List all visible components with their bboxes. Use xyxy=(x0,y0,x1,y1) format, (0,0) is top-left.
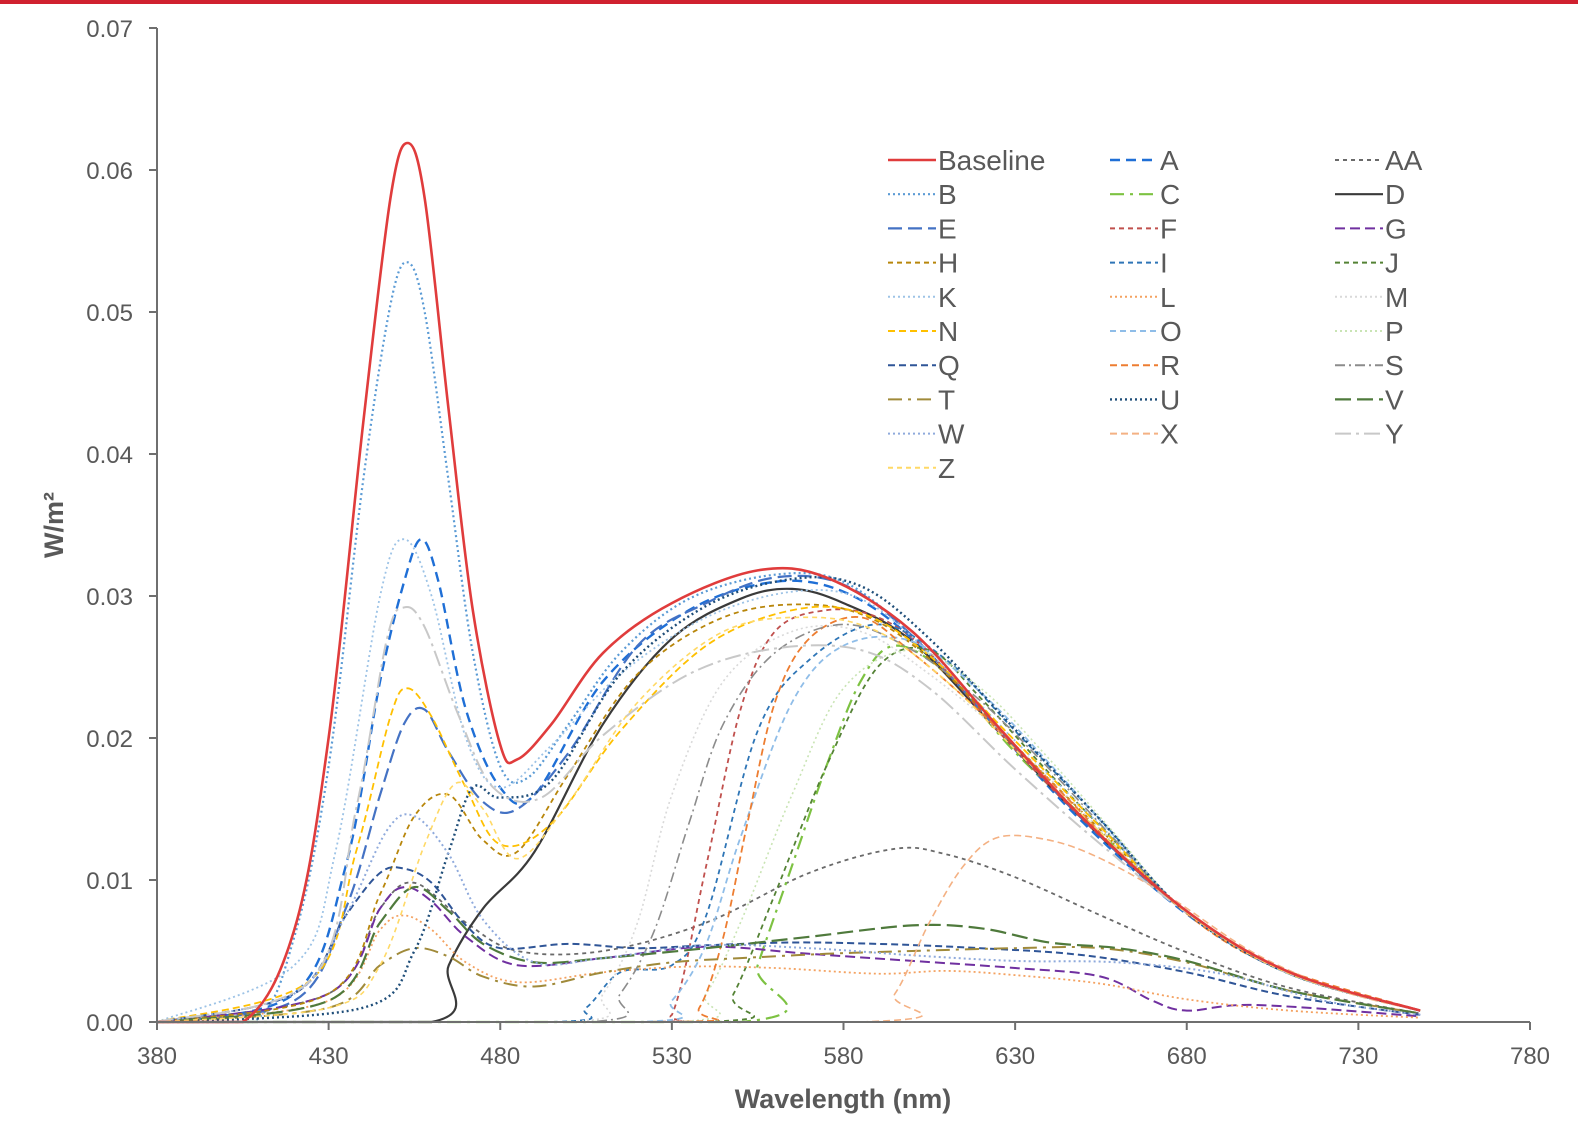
x-tick-label: 780 xyxy=(1510,1043,1550,1070)
series-line-c xyxy=(157,644,1421,1024)
x-tick-label: 680 xyxy=(1167,1043,1207,1070)
x-tick-label: 630 xyxy=(995,1043,1035,1070)
y-tick-label: 0.04 xyxy=(86,442,133,469)
legend-label-v: V xyxy=(1385,384,1404,415)
legend-label-y: Y xyxy=(1385,419,1404,450)
plot-lines xyxy=(156,141,1421,1024)
y-tick-label: 0.01 xyxy=(86,868,133,895)
legend-label-t: T xyxy=(938,384,955,415)
legend-label-r: R xyxy=(1160,350,1180,381)
x-axis-title: Wavelength (nm) xyxy=(735,1084,952,1114)
legend-label-m: M xyxy=(1385,282,1408,313)
legend-label-d: D xyxy=(1385,179,1405,210)
legend-label-h: H xyxy=(938,248,958,279)
legend: Baseline A AAB C DE F GH I JK L MN O PQ R ST U VW X YZ xyxy=(888,145,1423,484)
series-line-t xyxy=(156,946,1421,1023)
legend-label-j: J xyxy=(1385,248,1399,279)
y-axis-title: W/m² xyxy=(39,492,69,558)
legend-label-c: C xyxy=(1160,179,1180,210)
legend-label-a: A xyxy=(1160,145,1179,176)
series-line-k xyxy=(156,538,1421,1023)
series-line-w xyxy=(156,813,1421,1023)
series-line-v xyxy=(156,885,1421,1024)
legend-label-z: Z xyxy=(938,453,955,484)
y-tick-label: 0.06 xyxy=(86,158,133,185)
series-line-p xyxy=(157,649,1421,1023)
y-tick-label: 0.07 xyxy=(86,16,133,43)
y-tick-label: 0.05 xyxy=(86,300,133,327)
series-line-m xyxy=(157,624,1421,1023)
legend-label-baseline: Baseline xyxy=(938,145,1045,176)
legend-label-x: X xyxy=(1160,419,1179,450)
legend-label-f: F xyxy=(1160,213,1177,244)
series-line-baseline xyxy=(157,141,1421,1024)
legend-label-p: P xyxy=(1385,316,1404,347)
x-tick-label: 480 xyxy=(480,1043,520,1070)
x-tick-label: 530 xyxy=(652,1043,692,1070)
x-tick-label: 730 xyxy=(1338,1043,1378,1070)
series-line-d xyxy=(157,587,1421,1024)
legend-label-l: L xyxy=(1160,282,1176,313)
legend-label-n: N xyxy=(938,316,958,347)
series-line-j xyxy=(157,646,1421,1023)
x-tick-label: 430 xyxy=(309,1043,349,1070)
series-line-s xyxy=(157,623,1421,1023)
series-line-f xyxy=(157,608,1421,1023)
series-line-q xyxy=(156,866,1421,1023)
series-line-o xyxy=(157,635,1421,1023)
legend-label-k: K xyxy=(938,282,957,313)
y-tick-label: 0.02 xyxy=(86,726,133,753)
y-tick-label: 0.00 xyxy=(86,1010,133,1037)
series-line-x xyxy=(157,834,1421,1023)
series-line-a xyxy=(156,538,1421,1024)
legend-label-i: I xyxy=(1160,248,1168,279)
series-line-y xyxy=(156,605,1421,1023)
legend-label-g: G xyxy=(1385,213,1407,244)
legend-label-q: Q xyxy=(938,350,960,381)
legend-label-o: O xyxy=(1160,316,1182,347)
series-line-n xyxy=(156,605,1421,1023)
legend-label-b: B xyxy=(938,179,957,210)
ticks: 380 430 480 530 580 630 680 730 780 0.00 0.01 0.02 0… xyxy=(86,16,1550,1070)
legend-label-s: S xyxy=(1385,350,1404,381)
x-tick-label: 580 xyxy=(823,1043,863,1070)
series-line-i xyxy=(157,623,1421,1023)
x-tick-label: 380 xyxy=(137,1043,177,1070)
legend-label-w: W xyxy=(938,419,965,450)
axes xyxy=(156,28,1530,1023)
series-line-u xyxy=(156,575,1421,1024)
top-accent-bar xyxy=(0,0,1578,4)
legend-label-aa: AA xyxy=(1385,145,1423,176)
legend-label-e: E xyxy=(938,213,957,244)
legend-label-u: U xyxy=(1160,384,1180,415)
y-tick-label: 0.03 xyxy=(86,584,133,611)
series-line-r xyxy=(157,616,1421,1023)
series-line-l xyxy=(156,914,1421,1023)
